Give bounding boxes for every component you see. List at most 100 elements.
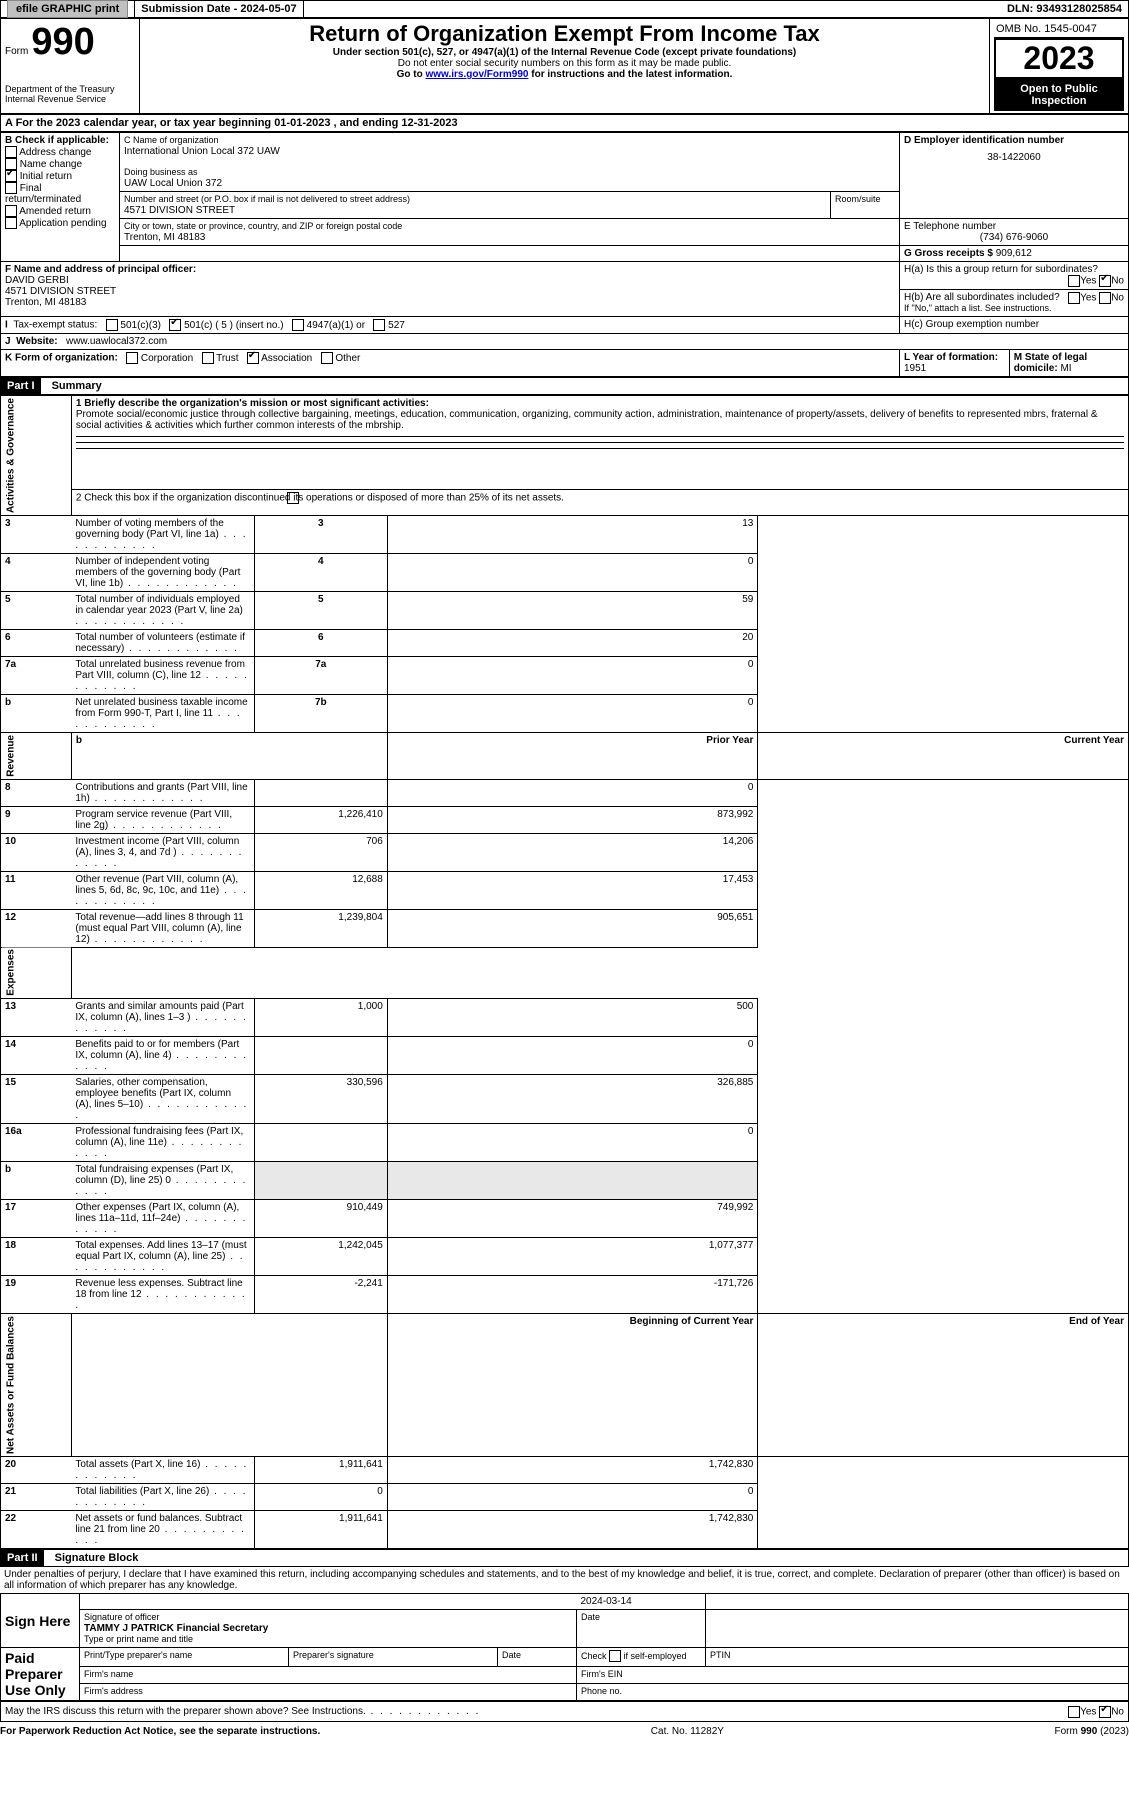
tax-year: 2023 <box>1023 40 1094 76</box>
c-label: C Name of organization <box>124 135 219 145</box>
e-label: E Telephone number <box>904 221 996 232</box>
omb-number: OMB No. 1545-0047 <box>994 21 1124 38</box>
dba-label: Doing business as <box>124 167 198 177</box>
exp-curr-13: 500 <box>387 999 758 1037</box>
b-check-4[interactable] <box>5 205 17 217</box>
vlabel-expenses: Expenses <box>1 947 72 999</box>
ha-no-checkbox[interactable] <box>1099 275 1111 287</box>
rev-prior-9: 1,226,410 <box>254 806 387 833</box>
footer-left: For Paperwork Reduction Act Notice, see … <box>0 1726 320 1737</box>
room-label: Room/suite <box>835 194 881 204</box>
b-check-3[interactable] <box>5 182 17 194</box>
k-opt-2[interactable] <box>247 352 259 364</box>
gov-val-6: 20 <box>387 630 758 657</box>
b-check-0[interactable] <box>5 146 17 158</box>
rev-label-9: Program service revenue (Part VIII, line… <box>71 806 254 833</box>
net-prior-20: 1,911,641 <box>254 1457 387 1484</box>
exp-label-19: Revenue less expenses. Subtract line 18 … <box>71 1276 254 1314</box>
gov-val-5: 59 <box>387 592 758 630</box>
i-opt-3[interactable] <box>373 319 385 331</box>
part2-title: Signature Block <box>47 1552 139 1564</box>
sig-type-label: Type or print name and title <box>84 1634 193 1644</box>
exp-label-18: Total expenses. Add lines 13–17 (must eq… <box>71 1238 254 1276</box>
b-label: B Check if applicable: <box>5 135 109 146</box>
sign-here: Sign Here <box>1 1594 80 1648</box>
street: 4571 DIVISION STREET <box>124 205 235 216</box>
phone: (734) 676-9060 <box>904 232 1124 243</box>
sig-officer-label: Signature of officer <box>84 1612 159 1622</box>
b-check-5[interactable] <box>5 217 17 229</box>
form-subtitle-1: Under section 501(c), 527, or 4947(a)(1)… <box>144 47 985 58</box>
exp-curr-19: -171,726 <box>387 1276 758 1314</box>
gov-label-6: Total number of volunteers (estimate if … <box>71 630 254 657</box>
g-label: G Gross receipts $ <box>904 248 996 259</box>
rev-curr-10: 14,206 <box>387 833 758 871</box>
exp-prior-b <box>254 1162 387 1200</box>
dept-label: Department of the Treasury <box>5 84 135 94</box>
officer-name: DAVID GERBI <box>5 275 69 286</box>
exp-label-15: Salaries, other compensation, employee b… <box>71 1075 254 1124</box>
mission-text: Promote social/economic justice through … <box>76 409 1098 431</box>
form-subtitle-3: Go to www.irs.gov/Form990 for instructio… <box>144 69 985 80</box>
col-boy: Beginning of Current Year <box>630 1316 754 1327</box>
efile-print-button[interactable]: efile GRAPHIC print <box>7 0 128 18</box>
ha-label: H(a) Is this a group return for subordin… <box>904 264 1098 275</box>
rev-label-10: Investment income (Part VIII, column (A)… <box>71 833 254 871</box>
instructions-link[interactable]: www.irs.gov/Form990 <box>425 69 528 80</box>
k-opt-3[interactable] <box>321 352 333 364</box>
vlabel-governance: Activities & Governance <box>1 396 72 516</box>
gov-label-b: Net unrelated business taxable income fr… <box>71 695 254 733</box>
discuss-line: May the IRS discuss this return with the… <box>0 1701 1129 1722</box>
state-domicile: MI <box>1060 363 1071 374</box>
col-eoy: End of Year <box>1069 1316 1124 1327</box>
exp-prior-18: 1,242,045 <box>254 1238 387 1276</box>
hc-label: H(c) Group exemption number <box>904 319 1039 330</box>
form-subtitle-2: Do not enter social security numbers on … <box>144 58 985 69</box>
exp-prior-17: 910,449 <box>254 1200 387 1238</box>
signature-block: Sign Here 2024-03-14 Signature of office… <box>0 1593 1129 1701</box>
rev-label-11: Other revenue (Part VIII, column (A), li… <box>71 871 254 909</box>
hb-no-checkbox[interactable] <box>1099 292 1111 304</box>
irs-label: Internal Revenue Service <box>5 94 135 104</box>
sig-date: 2024-03-14 <box>581 1596 632 1607</box>
vlabel-revenue: Revenue <box>1 733 72 780</box>
self-employed-checkbox[interactable] <box>609 1650 621 1662</box>
gov-label-3: Number of voting members of the governin… <box>71 516 254 554</box>
gov-label-5: Total number of individuals employed in … <box>71 592 254 630</box>
exp-prior-13: 1,000 <box>254 999 387 1037</box>
officer-street: 4571 DIVISION STREET <box>5 286 116 297</box>
footer-mid: Cat. No. 11282Y <box>651 1726 724 1737</box>
paid-preparer: Paid Preparer Use Only <box>1 1648 80 1701</box>
line-a: A For the 2023 calendar year, or tax yea… <box>0 114 1129 132</box>
b-check-2[interactable] <box>5 170 17 182</box>
rev-curr-12: 905,651 <box>387 909 758 947</box>
gov-val-b: 0 <box>387 695 758 733</box>
line2-checkbox[interactable] <box>287 492 299 504</box>
exp-label-17: Other expenses (Part IX, column (A), lin… <box>71 1200 254 1238</box>
hb-yes-checkbox[interactable] <box>1068 292 1080 304</box>
net-curr-21: 0 <box>387 1484 758 1511</box>
i-opt-2[interactable] <box>292 319 304 331</box>
discuss-no-checkbox[interactable] <box>1099 1706 1111 1718</box>
footer-right: Form 990 (2023) <box>1055 1726 1129 1737</box>
exp-prior-15: 330,596 <box>254 1075 387 1124</box>
form-word: Form <box>5 46 28 57</box>
rev-curr-8: 0 <box>387 779 758 806</box>
dln: DLN: 93493128025854 <box>1001 1 1128 17</box>
gov-val-4: 0 <box>387 554 758 592</box>
rev-label-12: Total revenue—add lines 8 through 11 (mu… <box>71 909 254 947</box>
discuss-yes-checkbox[interactable] <box>1068 1706 1080 1718</box>
year-formation: 1951 <box>904 363 926 374</box>
i-label: Tax-exempt status: <box>13 320 97 331</box>
net-prior-22: 1,911,641 <box>254 1511 387 1549</box>
exp-label-13: Grants and similar amounts paid (Part IX… <box>71 999 254 1037</box>
ha-yes-checkbox[interactable] <box>1068 275 1080 287</box>
summary-table: Activities & Governance 1 Briefly descri… <box>0 395 1129 1549</box>
exp-label-16a: Professional fundraising fees (Part IX, … <box>71 1124 254 1162</box>
net-curr-22: 1,742,830 <box>387 1511 758 1549</box>
k-opt-0[interactable] <box>126 352 138 364</box>
k-opt-1[interactable] <box>202 352 214 364</box>
i-opt-0[interactable] <box>106 319 118 331</box>
i-opt-1[interactable] <box>169 319 181 331</box>
col-current: Current Year <box>1064 735 1124 746</box>
